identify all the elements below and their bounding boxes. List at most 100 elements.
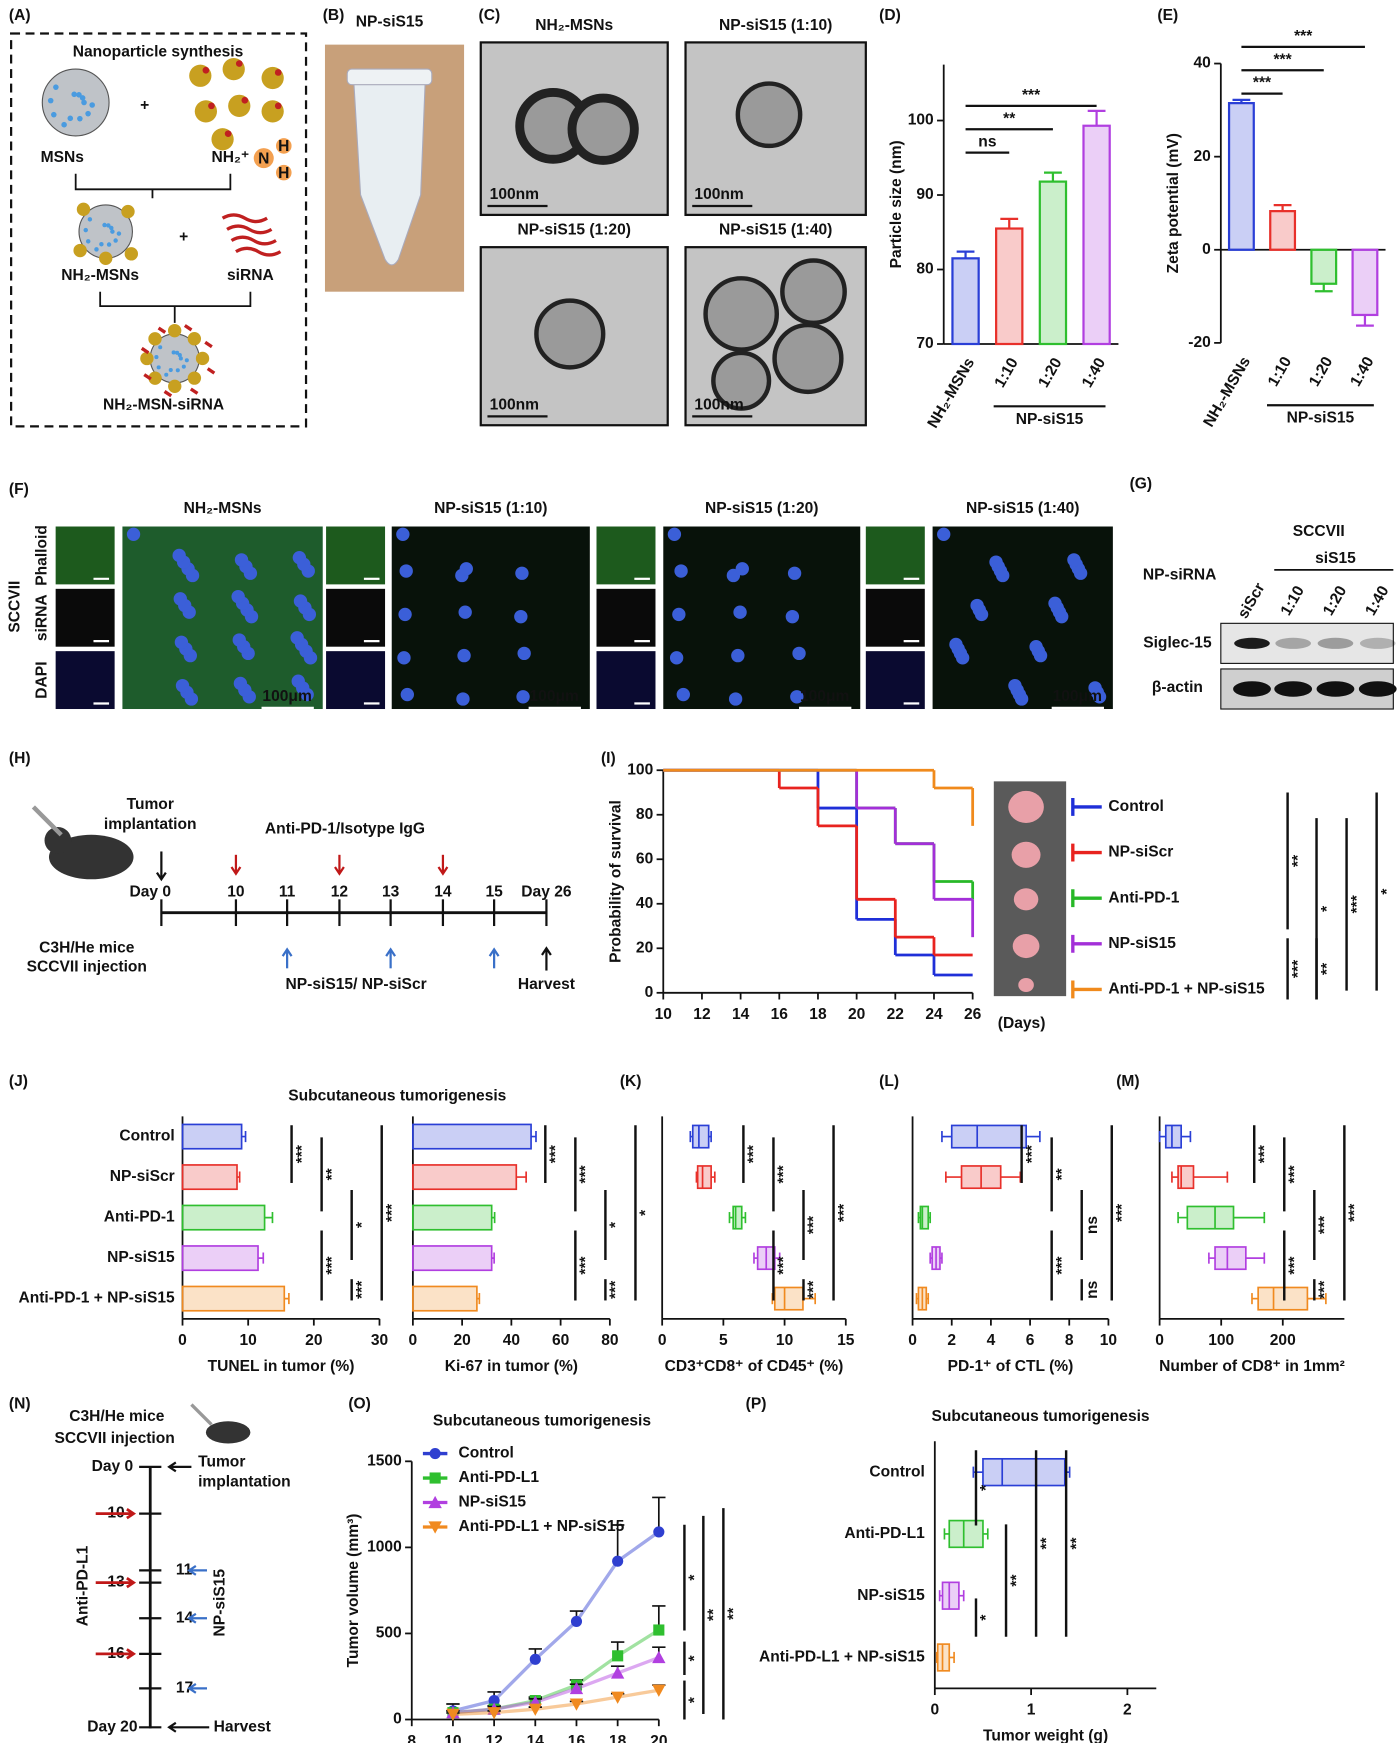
pore <box>94 247 99 252</box>
x-tick-label: 20 <box>305 1332 323 1349</box>
x-tick-label: 14 <box>732 1006 750 1023</box>
y-tick-label: 20 <box>1193 148 1211 165</box>
scale-bar-label: 100μm <box>800 688 849 705</box>
x-tick-label: 1:10 <box>992 355 1022 391</box>
nucleus <box>400 687 414 702</box>
nucleus <box>175 678 190 693</box>
channel-tile <box>596 651 656 710</box>
pore <box>177 353 182 358</box>
significance-label: ns <box>1084 1280 1101 1299</box>
atom <box>275 138 292 154</box>
scale-bar-label: 100μm <box>530 688 579 705</box>
nucleus <box>676 687 690 702</box>
charge <box>202 66 210 74</box>
sirna-strand <box>140 346 150 355</box>
pore <box>51 111 57 118</box>
error-bar <box>1087 109 1106 126</box>
sirna-strand <box>206 367 216 375</box>
panel-label: (G) <box>1130 475 1153 492</box>
arrow <box>167 1461 192 1473</box>
significance-label: *** <box>1114 1203 1131 1222</box>
tumor <box>1011 841 1041 868</box>
y-tick-label: 1000 <box>367 1538 402 1555</box>
channel-tile <box>596 526 656 585</box>
pore <box>87 217 93 222</box>
box <box>950 1124 1027 1149</box>
x-tick-label: 20 <box>650 1733 668 1743</box>
pore <box>61 121 67 128</box>
nucleus <box>126 527 141 541</box>
x-tick-label: 6 <box>1026 1332 1035 1349</box>
panel-label: (J) <box>9 1073 28 1090</box>
mice-label: C3H/He mice <box>39 939 135 956</box>
arrow-head <box>488 947 500 957</box>
x-tick-label: 15 <box>837 1332 855 1349</box>
nucleus <box>291 674 305 688</box>
arrow <box>187 1682 207 1694</box>
x-tick-label: 20 <box>848 1006 866 1023</box>
nucleus <box>459 562 473 576</box>
scale-bar-label: 100nm <box>694 396 743 413</box>
significance-label: *** <box>384 1203 401 1222</box>
anti-label: Anti-PD-L1 <box>75 1545 92 1626</box>
panel-label: (H) <box>9 750 31 767</box>
x-tick-label: NH₂-MSNs <box>1200 354 1254 430</box>
x-tick-label: 80 <box>601 1332 619 1349</box>
lane-label: siScr <box>1235 580 1269 622</box>
legend-label: Control <box>459 1445 514 1462</box>
x-tick-label: 1:40 <box>1079 355 1109 391</box>
x-tick-label: 8 <box>1065 1332 1074 1349</box>
day-label: 11 <box>176 1561 193 1578</box>
sirna-strand <box>204 340 213 349</box>
panel-label: (K) <box>620 1073 642 1090</box>
arrow-head <box>155 871 167 882</box>
panel-label: (F) <box>9 481 29 498</box>
significance-label: *** <box>746 1144 763 1163</box>
panel-label: (O) <box>348 1396 371 1413</box>
nucleus <box>231 589 245 604</box>
cell-line: SCCVII <box>7 581 24 633</box>
significance-label: *** <box>1349 894 1366 913</box>
mouse <box>205 1421 251 1444</box>
nucleus <box>674 564 688 578</box>
band <box>1317 637 1354 649</box>
day-label: 11 <box>279 884 296 901</box>
panel-label: (D) <box>879 7 901 24</box>
amine-group <box>167 323 182 338</box>
marker <box>610 1691 625 1704</box>
x-tick-label: 14 <box>527 1733 545 1743</box>
amine-group <box>99 251 113 265</box>
sirna-strand <box>157 326 167 334</box>
bar <box>181 1245 259 1272</box>
marker <box>487 1707 501 1720</box>
diagram-title: Nanoparticle synthesis <box>73 44 244 61</box>
nucleus <box>396 527 410 541</box>
amine-group <box>121 204 135 219</box>
y-tick-label: Control <box>119 1128 174 1145</box>
significance-label: *** <box>1286 1164 1303 1183</box>
charge <box>235 60 243 67</box>
significance-label: * <box>978 1484 995 1491</box>
tumor <box>1008 790 1044 823</box>
nucleus <box>792 646 806 661</box>
legend-label: Anti-PD-L1 <box>459 1469 540 1486</box>
nanoparticle <box>735 81 803 149</box>
pore <box>154 355 159 360</box>
merged-image <box>932 526 1113 710</box>
bar <box>412 1164 518 1191</box>
significance-label: *** <box>548 1144 565 1163</box>
group-title: NH₂-MSNs <box>184 500 262 517</box>
error-bar <box>237 1171 241 1183</box>
pore <box>89 102 95 108</box>
panel-label: (N) <box>9 1396 31 1413</box>
y-tick-label: 90 <box>916 186 934 203</box>
panel-label: (M) <box>1116 1073 1139 1090</box>
lane-label: 1:40 <box>1362 583 1392 619</box>
arrow-head <box>437 866 449 876</box>
pore <box>110 229 115 234</box>
error-bar <box>264 1212 274 1224</box>
nucleus <box>515 566 529 580</box>
pore <box>67 115 74 122</box>
nucleus <box>1067 553 1081 567</box>
pore <box>106 242 112 247</box>
